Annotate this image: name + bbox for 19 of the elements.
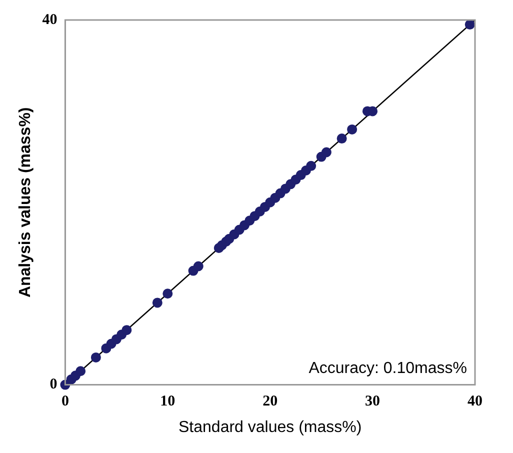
point — [152, 298, 162, 308]
point — [464, 20, 475, 30]
point — [90, 352, 101, 362]
x-tick-label: 20 — [262, 394, 278, 410]
annotation: Accuracy: 0.10mass% — [308, 360, 467, 378]
x-tick-label: 0 — [61, 394, 69, 410]
x-tick-label: 40 — [468, 394, 482, 410]
point — [122, 325, 132, 336]
point — [193, 261, 204, 272]
x-tick-label: 10 — [160, 394, 176, 410]
point — [321, 147, 332, 158]
y-axis-title: Analysis values (mass%) — [17, 107, 34, 298]
point — [76, 366, 86, 376]
point — [162, 288, 173, 299]
point — [306, 160, 316, 171]
x-axis-title: Standard values (mass%) — [178, 418, 362, 436]
point — [347, 124, 358, 134]
x-tick-label: 30 — [365, 394, 380, 410]
point — [336, 134, 347, 144]
